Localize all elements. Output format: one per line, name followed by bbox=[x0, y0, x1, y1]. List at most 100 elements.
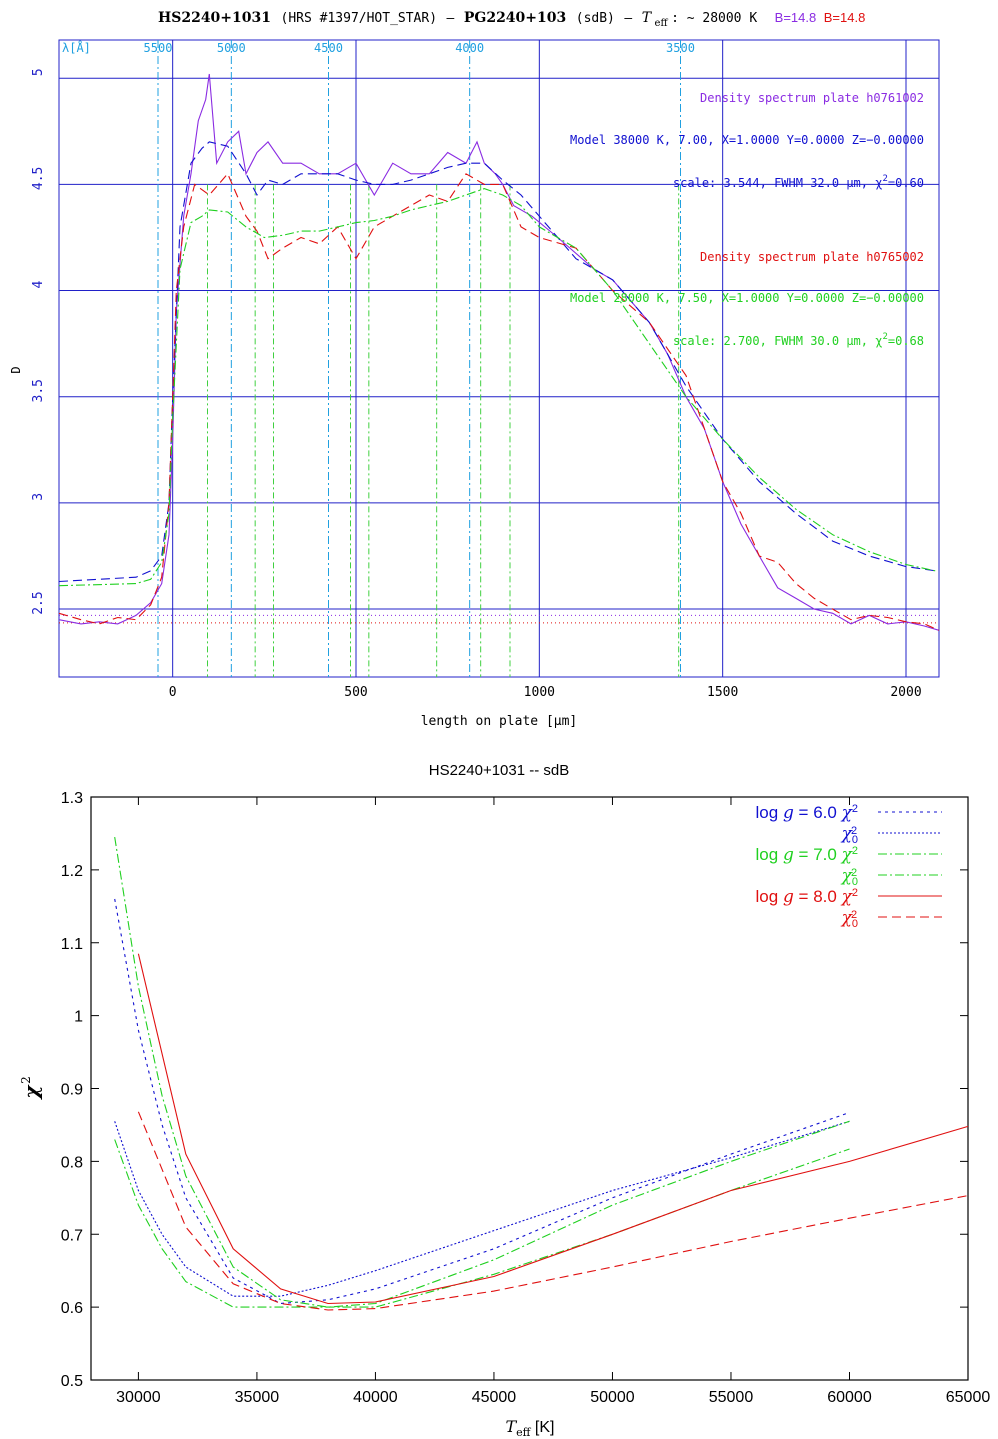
legend-label-3: χ02 bbox=[841, 866, 858, 888]
bottom-chart-title: HS2240+1031 -- sdB bbox=[429, 762, 570, 779]
legend-log: log bbox=[756, 887, 783, 906]
title-object: HS2240+1031 bbox=[158, 10, 271, 26]
top-grid bbox=[59, 40, 939, 677]
legend-sub: 0 bbox=[852, 876, 858, 888]
legend-label-5: χ02 bbox=[841, 908, 858, 930]
bottom-y-tick-label: 1.2 bbox=[61, 863, 83, 880]
lambda-tick-label: 4000 bbox=[455, 41, 484, 55]
bottom-y-tick-label: 1 bbox=[74, 1009, 83, 1026]
y-label-chi: χ bbox=[19, 1084, 43, 1101]
legend-sup: 2 bbox=[851, 909, 857, 921]
bottom-x-tick-label: 60000 bbox=[827, 1389, 872, 1406]
annotation-red-plate: Density spectrum plate h0765002 bbox=[700, 250, 924, 264]
bottom-x-tick-label: 45000 bbox=[472, 1389, 517, 1406]
bottom-x-tick-label: 40000 bbox=[353, 1389, 398, 1406]
legend-sup: 2 bbox=[851, 867, 857, 879]
bottom-series-line-3 bbox=[114, 1139, 850, 1308]
legend-chi: χ bbox=[841, 845, 854, 865]
annotation-green-scale: scale: 2.700, FWHM 30.0 μm, χ2=0.68 bbox=[673, 332, 924, 348]
top-y-tick-label: 3.5 bbox=[31, 379, 46, 402]
top-axes: 2.5 3 3.5 4 4.5 5 0 500 1000 1500 2000 bbox=[31, 68, 922, 700]
top-chart-title: HS2240+1031 (HRS #1397/HOT_STAR) – PG224… bbox=[158, 9, 865, 30]
bottom-plot-frame bbox=[90, 796, 969, 1381]
top-y-tick-label: 4.5 bbox=[31, 167, 46, 190]
title-alias: PG2240+103 bbox=[464, 10, 566, 26]
top-y-tick-label: 2.5 bbox=[31, 591, 46, 614]
top-series-line-1 bbox=[58, 141, 936, 583]
title-teff-value: : ~ 28000 K bbox=[671, 11, 757, 26]
bottom-x-axis-label: Teff [K] bbox=[505, 1417, 554, 1439]
legend-label-4: log g = 8.0 χ2 bbox=[756, 887, 858, 907]
annotation-blue-model: Model 38000 K, 7.00, X=1.0000 Y=0.0000 Z… bbox=[570, 133, 924, 147]
bottom-y-tick-label: 1.1 bbox=[61, 936, 83, 953]
top-x-axis-label: length on plate [μm] bbox=[421, 714, 578, 729]
top-x-tick-label: 2000 bbox=[890, 685, 921, 700]
legend-sub: 0 bbox=[852, 834, 858, 846]
title-dash-1: – bbox=[447, 9, 455, 25]
blue-scale-sq: 2 bbox=[882, 174, 887, 184]
top-series bbox=[58, 73, 940, 631]
title-class: (sdB) bbox=[576, 11, 615, 26]
lambda-axis-label: λ[Å] bbox=[62, 40, 91, 55]
bottom-y-tick-label: 0.6 bbox=[61, 1300, 83, 1317]
green-scale-post: =0.68 bbox=[888, 334, 924, 348]
legend-chi: χ bbox=[841, 803, 854, 823]
legend-chi: χ bbox=[841, 824, 854, 844]
bottom-y-tick-label: 0.5 bbox=[61, 1373, 83, 1390]
top-series-line-3 bbox=[58, 188, 936, 587]
legend-chi: χ bbox=[841, 887, 854, 907]
green-scale-sq: 2 bbox=[882, 332, 887, 342]
lambda-tick-label: 5000 bbox=[217, 41, 246, 55]
top-y-tick-label: 3 bbox=[31, 493, 46, 501]
bottom-x-tick-label: 65000 bbox=[946, 1389, 991, 1406]
top-x-tick-label: 0 bbox=[169, 685, 177, 700]
legend-chi: χ bbox=[841, 908, 854, 928]
bottom-series-line-4 bbox=[137, 953, 969, 1305]
lambda-ticks: 5500 5000 4500 4000 3500 bbox=[144, 40, 695, 677]
bottom-x-tick-label: 30000 bbox=[116, 1389, 161, 1406]
top-x-tick-label: 1000 bbox=[524, 685, 555, 700]
bottom-y-axis-label: χ 2 bbox=[19, 1076, 43, 1100]
bottom-y-tick-label: 0.7 bbox=[61, 1227, 83, 1244]
bottom-series-line-5 bbox=[137, 1111, 969, 1311]
bottom-x-tick-label: 50000 bbox=[590, 1389, 635, 1406]
legend-sup: 2 bbox=[851, 825, 857, 837]
top-spectrum-chart: HS2240+1031 (HRS #1397/HOT_STAR) – PG224… bbox=[9, 9, 940, 729]
top-y-tick-label: 4 bbox=[31, 280, 46, 288]
green-scale-pre: scale: 2.700, FWHM 30.0 μm, χ bbox=[673, 334, 883, 348]
top-plot-frame bbox=[58, 39, 940, 678]
legend-sup: 2 bbox=[852, 887, 858, 899]
legend-log: log bbox=[756, 803, 783, 822]
legend-label-1: χ02 bbox=[841, 824, 858, 846]
blue-scale-pre: scale: 3.544, FWHM 32.0 μm, χ bbox=[673, 176, 883, 190]
legend-label-0: log g = 6.0 χ2 bbox=[756, 803, 858, 823]
annotation-purple-plate: Density spectrum plate h0761002 bbox=[700, 91, 924, 105]
bottom-axes: 0.5 0.6 0.7 0.8 0.9 1 1.1 1.2 1.3 30000 35000 40000… bbox=[61, 790, 991, 1406]
title-b-mag-2: B=14.8 bbox=[824, 10, 866, 25]
lambda-tick-label: 4500 bbox=[314, 41, 343, 55]
annotation-green-model: Model 28000 K, 7.50, X=1.0000 Y=0.0000 Z… bbox=[570, 291, 924, 305]
top-x-tick-label: 500 bbox=[344, 685, 367, 700]
bottom-series-line-2 bbox=[114, 837, 850, 1308]
legend-sup: 2 bbox=[852, 803, 858, 815]
legend-sup: 2 bbox=[852, 845, 858, 857]
bottom-x-tick-label: 55000 bbox=[709, 1389, 754, 1406]
legend-eq: = 8.0 bbox=[794, 887, 842, 906]
top-series-line-2 bbox=[58, 172, 940, 631]
bottom-x-tick-label: 35000 bbox=[235, 1389, 280, 1406]
y-label-sup: 2 bbox=[19, 1076, 33, 1084]
bottom-series-line-0 bbox=[114, 898, 850, 1305]
top-x-tick-label: 1500 bbox=[707, 685, 738, 700]
legend-label-2: log g = 7.0 χ2 bbox=[756, 845, 858, 865]
annotation-blue-scale: scale: 3.544, FWHM 32.0 μm, χ2=0.60 bbox=[673, 174, 924, 190]
title-teff-symbol: T bbox=[642, 10, 653, 26]
legend-g: g bbox=[783, 887, 794, 907]
title-survey: (HRS #1397/HOT_STAR) bbox=[281, 11, 438, 26]
legend-g: g bbox=[783, 845, 794, 865]
legend-chi: χ bbox=[841, 866, 854, 886]
line-markers bbox=[207, 184, 680, 677]
title-b-mag-1: B=14.8 bbox=[775, 10, 817, 25]
top-y-tick-label: 5 bbox=[31, 68, 46, 76]
bottom-chi2-chart: HS2240+1031 -- sdB 0.5 0.6 0.7 0.8 0.9 1 1.1 1.… bbox=[19, 762, 990, 1439]
